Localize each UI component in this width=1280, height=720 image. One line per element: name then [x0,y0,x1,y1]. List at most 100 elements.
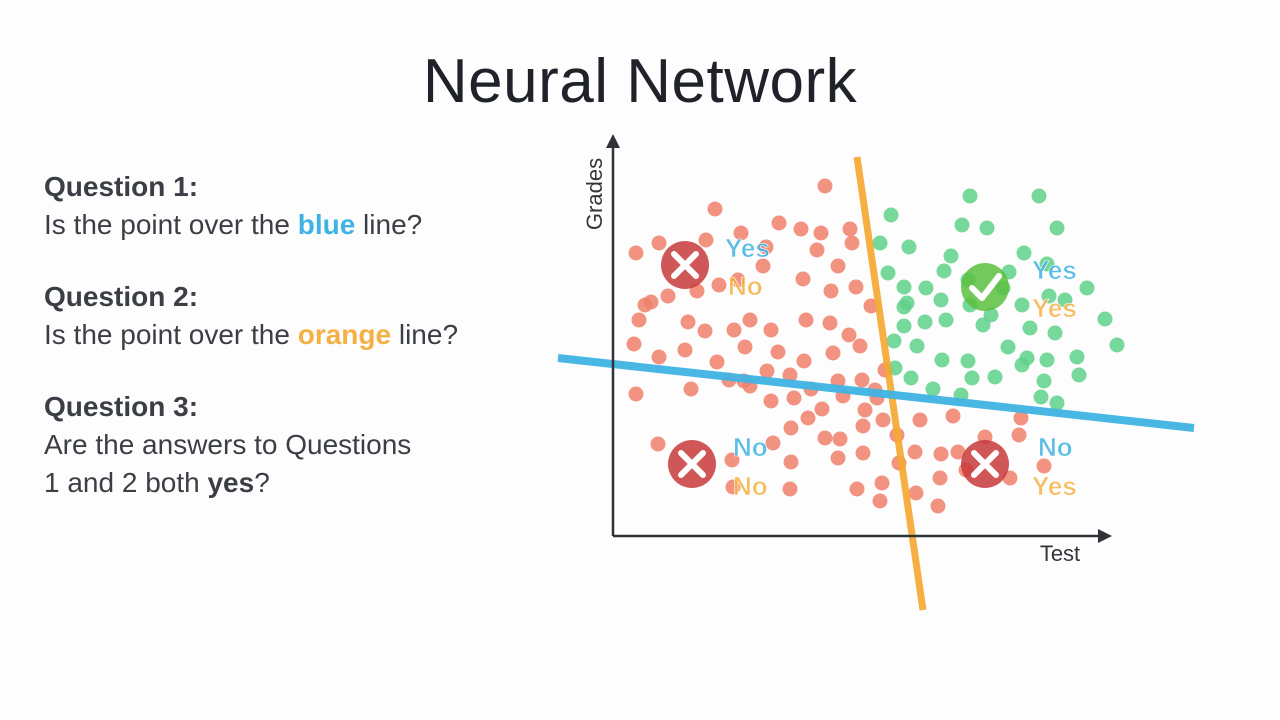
data-point [822,315,838,331]
data-point [1039,256,1055,272]
data-point [628,386,644,402]
data-point [783,420,799,436]
data-point [1033,389,1049,405]
data-point [725,479,741,495]
data-point [730,272,746,288]
data-point [742,312,758,328]
data-point [1041,288,1057,304]
quadrant-bottom-right-badge [961,440,1009,488]
data-point [960,353,976,369]
data-point [733,225,749,241]
data-point [798,312,814,328]
data-point [825,345,841,361]
data-point [795,271,811,287]
blue-boundary-line [557,354,1195,432]
data-point [771,215,787,231]
data-point [711,277,727,293]
bottom-right-q1-answer: No [1038,432,1073,462]
question-1-pre: Is the point over the [44,209,298,240]
data-point [631,312,647,328]
data-point [883,207,899,223]
data-point [628,245,644,261]
data-point [1011,427,1027,443]
data-point [896,318,912,334]
data-point [1049,220,1065,236]
data-point [917,314,933,330]
data-point [832,431,848,447]
data-point [770,344,786,360]
data-point [979,220,995,236]
data-point [954,217,970,233]
data-point [903,370,919,386]
data-point [660,288,676,304]
data-point [872,493,888,509]
data-point [912,412,928,428]
data-point [830,450,846,466]
question-3-line2: 1 and 2 both yes? [44,464,564,502]
data-point [1016,245,1032,261]
data-point [936,263,952,279]
data-point [755,258,771,274]
data-point [950,444,966,460]
bottom-right-q2-answer: Yes [1032,471,1077,501]
data-point [880,265,896,281]
data-point [907,444,923,460]
data-point [1036,458,1052,474]
data-point [1057,292,1073,308]
data-point [1031,188,1047,204]
y-axis-arrow-icon [606,134,620,148]
top-left-q1-answer: Yes [725,233,770,263]
data-point [698,232,714,248]
data-point [933,446,949,462]
question-3-line1: Are the answers to Questions [44,429,412,460]
question-1-text: Is the point over the blue line? [44,206,564,244]
data-point [857,402,873,418]
question-3-highlight: yes [207,467,255,498]
data-point [651,235,667,251]
data-point [643,294,659,310]
data-point [1071,367,1087,383]
data-point [782,367,798,383]
data-point [758,239,774,255]
data-point [1049,395,1065,411]
question-3: Question 3: Are the answers to Questions… [44,388,564,502]
question-1-heading: Question 1: [44,171,199,202]
question-2-highlight: orange [297,319,392,350]
data-point [842,221,858,237]
data-point [964,370,980,386]
question-3-post: ? [254,467,270,498]
data-point [945,408,961,424]
data-point [908,485,924,501]
data-point [925,381,941,397]
data-point [817,430,833,446]
data-point [855,445,871,461]
data-point [814,401,830,417]
cross-icon [971,450,999,478]
data-point [765,435,781,451]
data-point [650,436,666,452]
top-right-q2-answer: Yes [1032,293,1077,323]
cross-icon [671,251,699,279]
data-point [763,393,779,409]
top-right-q1-answer: Yes [1032,255,1077,285]
data-point [938,312,954,328]
data-point [934,352,950,368]
data-point [800,410,816,426]
question-1-highlight: blue [297,209,356,240]
data-point [849,481,865,497]
quadrant-top-right-badge [961,263,1009,311]
data-point [726,322,742,338]
data-point [1013,410,1029,426]
data-point [909,338,925,354]
data-point [830,258,846,274]
data-point [1022,320,1038,336]
data-point [809,242,825,258]
data-point [844,235,860,251]
data-point [709,354,725,370]
question-2-heading: Question 2: [44,281,199,312]
data-point [896,279,912,295]
data-point [793,221,809,237]
data-point [626,336,642,352]
data-point [680,314,696,330]
